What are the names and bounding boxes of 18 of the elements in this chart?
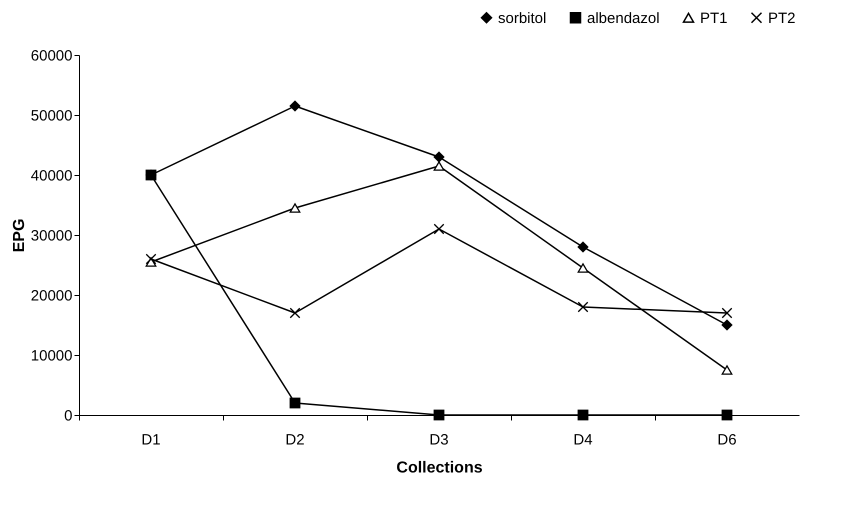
legend-label: PT1 [700,10,728,27]
y-tick-label: 20000 [30,288,72,304]
y-tick-label: 0 [64,408,72,424]
x-tick-label: D2 [285,432,305,448]
legend-label: albendazol [587,10,660,27]
y-tick-label: 30000 [30,228,72,244]
x-tick-label: D6 [717,432,737,448]
x-tick-label: D1 [141,432,161,448]
legend-label: PT2 [768,10,796,27]
y-tick-label: 40000 [30,168,72,184]
y-tick-label: 10000 [30,348,72,364]
legend-label: sorbitol [498,10,546,27]
x-tick-label: D4 [573,432,593,448]
x-tick-label: D3 [429,432,449,448]
y-axis-title: EPG [10,218,28,252]
x-axis-title: Collections [396,460,483,476]
y-tick-label: 50000 [30,108,72,124]
y-tick-label: 60000 [30,48,72,64]
